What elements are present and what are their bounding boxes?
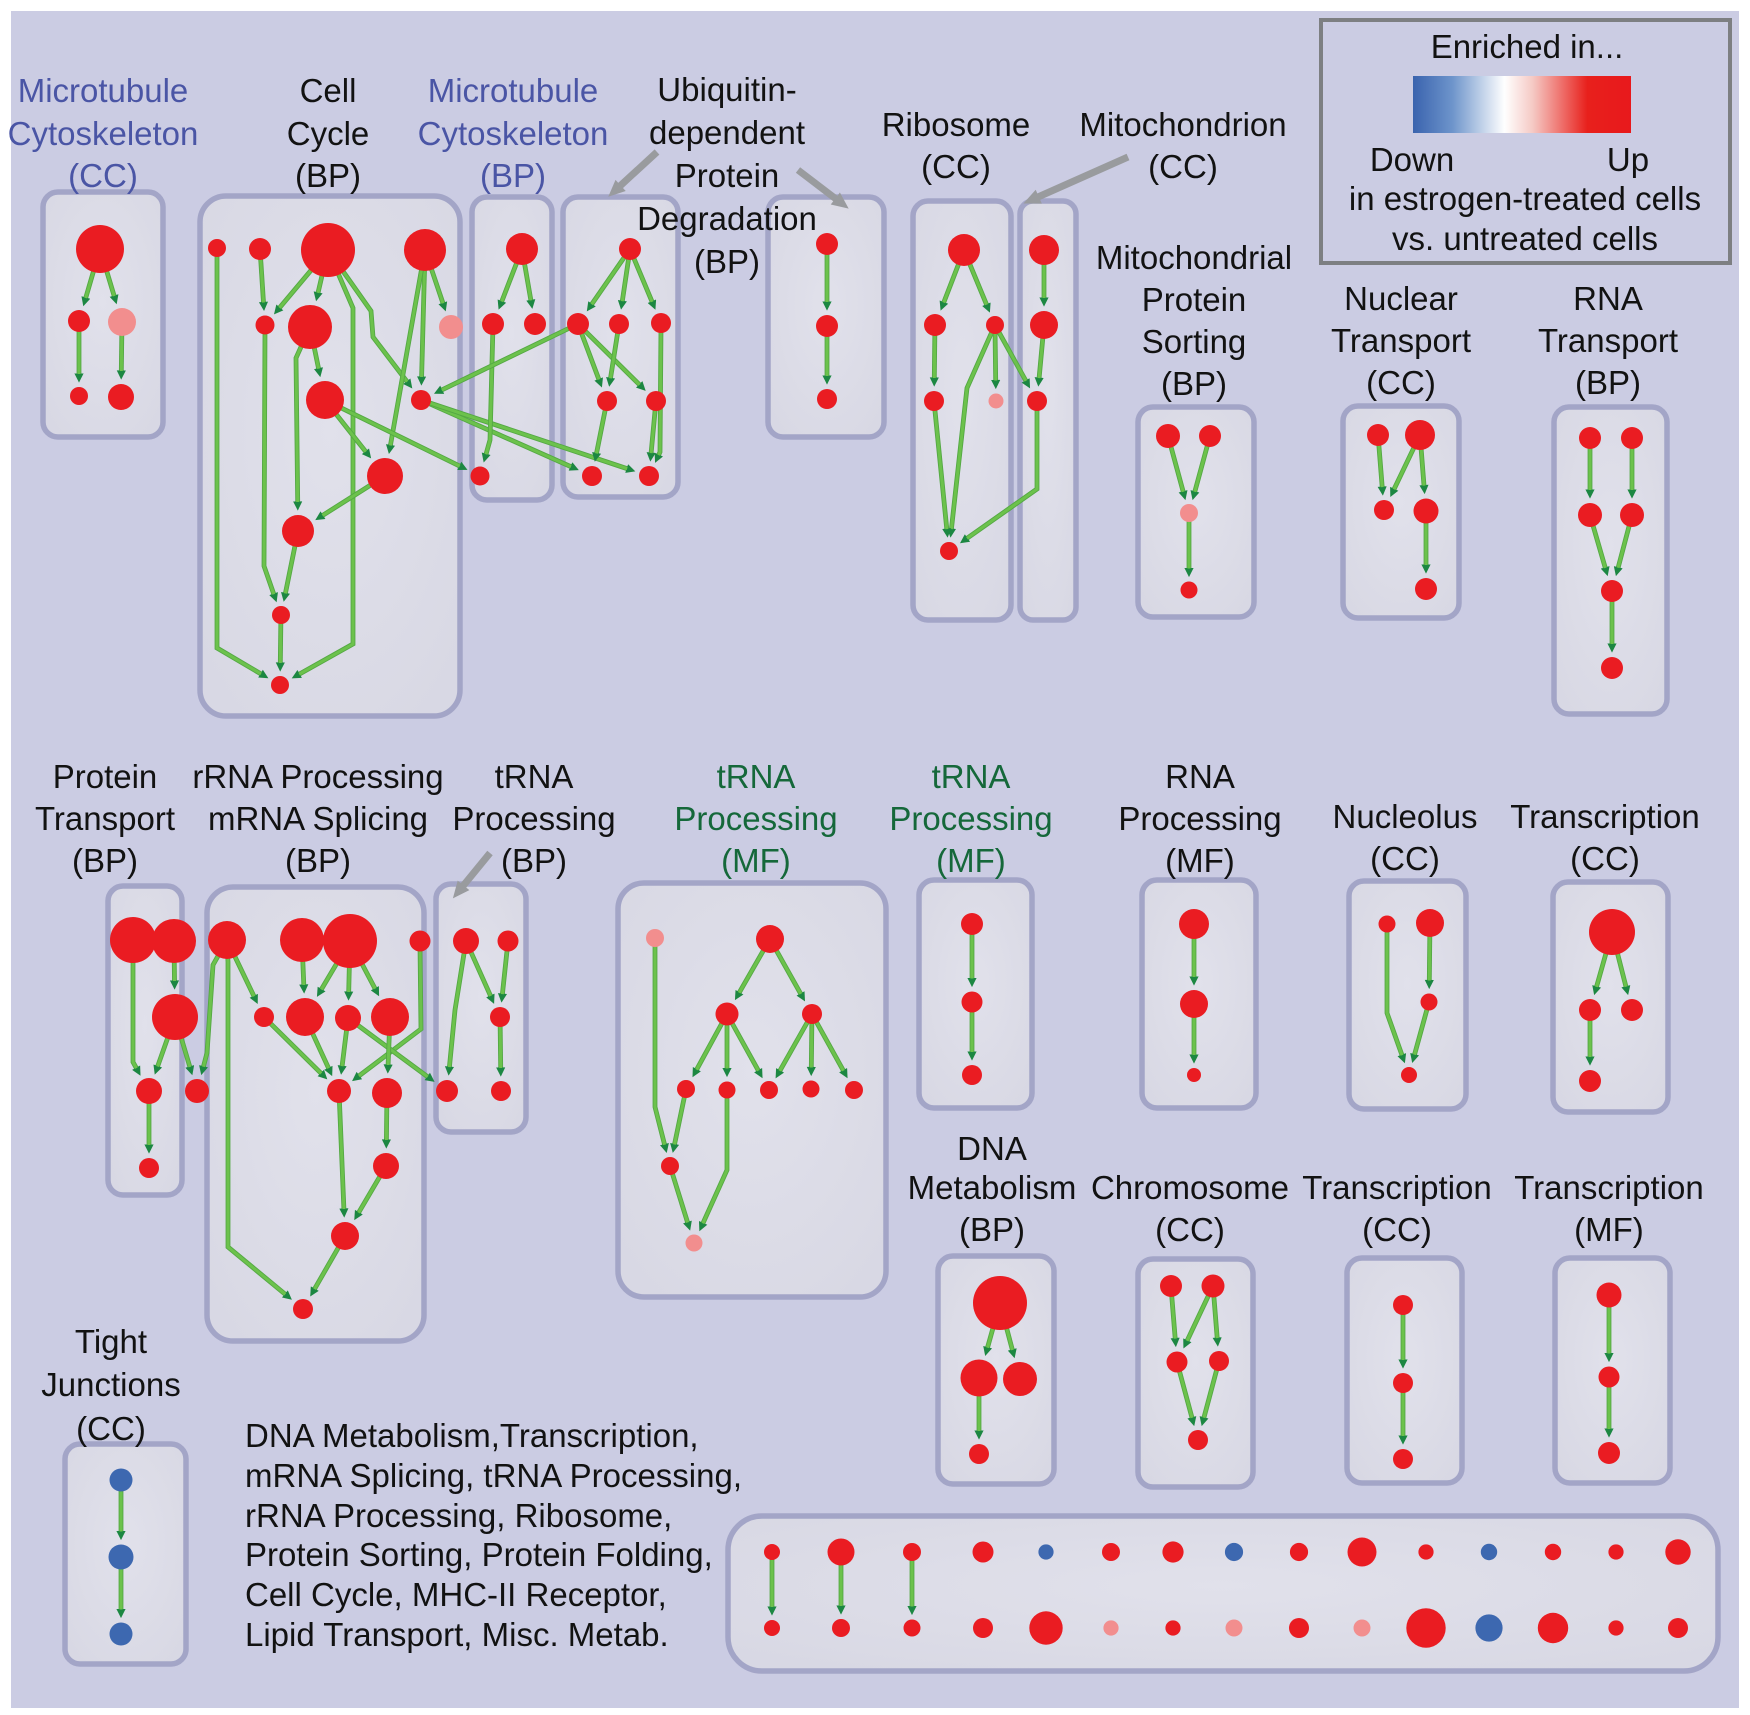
svg-text:Cytoskeleton: Cytoskeleton (418, 115, 609, 152)
svg-text:(MF): (MF) (1574, 1211, 1644, 1248)
svg-text:Cycle: Cycle (287, 115, 370, 152)
svg-text:(BP): (BP) (1575, 364, 1641, 401)
svg-text:Down: Down (1370, 141, 1454, 178)
svg-text:Processing: Processing (674, 800, 837, 837)
svg-text:Enriched in...: Enriched in... (1431, 28, 1624, 65)
svg-text:(CC): (CC) (1362, 1211, 1432, 1248)
svg-text:Processing: Processing (889, 800, 1052, 837)
svg-text:Metabolism: Metabolism (908, 1169, 1077, 1206)
svg-text:Microtubule: Microtubule (18, 72, 189, 109)
svg-text:Protein: Protein (53, 758, 158, 795)
svg-text:(MF): (MF) (1165, 842, 1235, 879)
svg-text:RNA: RNA (1573, 280, 1643, 317)
svg-text:(CC): (CC) (1570, 840, 1640, 877)
svg-text:tRNA: tRNA (932, 758, 1011, 795)
svg-text:(BP): (BP) (72, 842, 138, 879)
svg-text:Lipid Transport, Misc. Metab.: Lipid Transport, Misc. Metab. (245, 1616, 669, 1653)
svg-text:Sorting: Sorting (1142, 323, 1247, 360)
svg-text:tRNA: tRNA (717, 758, 796, 795)
svg-text:Chromosome: Chromosome (1091, 1169, 1289, 1206)
svg-text:Protein: Protein (675, 157, 780, 194)
svg-text:Cell: Cell (300, 72, 357, 109)
svg-text:Ubiquitin-: Ubiquitin- (657, 71, 796, 108)
svg-text:Transport: Transport (35, 800, 175, 837)
svg-text:(CC): (CC) (76, 1410, 146, 1447)
svg-text:(CC): (CC) (1366, 364, 1436, 401)
svg-text:(MF): (MF) (936, 842, 1006, 879)
svg-text:Junctions: Junctions (41, 1366, 180, 1403)
svg-text:Ribosome: Ribosome (882, 106, 1031, 143)
svg-text:dependent: dependent (649, 114, 805, 151)
svg-text:Processing: Processing (452, 800, 615, 837)
svg-text:DNA Metabolism,Transcription,: DNA Metabolism,Transcription, (245, 1417, 699, 1454)
svg-text:Cytoskeleton: Cytoskeleton (8, 115, 199, 152)
svg-text:RNA: RNA (1165, 758, 1235, 795)
svg-text:mRNA Splicing: mRNA Splicing (208, 800, 428, 837)
svg-text:(BP): (BP) (480, 157, 546, 194)
svg-text:(BP): (BP) (694, 243, 760, 280)
svg-text:(BP): (BP) (959, 1211, 1025, 1248)
svg-text:(CC): (CC) (1370, 840, 1440, 877)
svg-text:(MF): (MF) (721, 842, 791, 879)
svg-text:DNA: DNA (957, 1130, 1027, 1167)
svg-text:Cell Cycle, MHC-II Receptor,: Cell Cycle, MHC-II Receptor, (245, 1576, 667, 1613)
svg-text:rRNA Processing: rRNA Processing (192, 758, 443, 795)
svg-text:Transport: Transport (1331, 322, 1471, 359)
svg-text:Tight: Tight (75, 1323, 147, 1360)
svg-text:Processing: Processing (1118, 800, 1281, 837)
svg-text:Nucleolus: Nucleolus (1333, 798, 1478, 835)
svg-text:(BP): (BP) (501, 842, 567, 879)
svg-text:Protein: Protein (1142, 281, 1247, 318)
svg-text:vs. untreated cells: vs. untreated cells (1392, 220, 1658, 257)
svg-text:Mitochondrion: Mitochondrion (1079, 106, 1286, 143)
svg-text:mRNA Splicing, tRNA Processing: mRNA Splicing, tRNA Processing, (245, 1457, 742, 1494)
svg-text:tRNA: tRNA (495, 758, 574, 795)
svg-text:Transcription: Transcription (1510, 798, 1700, 835)
svg-text:in estrogen-treated cells: in estrogen-treated cells (1349, 180, 1701, 217)
svg-text:Mitochondrial: Mitochondrial (1096, 239, 1292, 276)
svg-text:(BP): (BP) (285, 842, 351, 879)
svg-text:(CC): (CC) (1155, 1211, 1225, 1248)
svg-text:(CC): (CC) (68, 157, 138, 194)
svg-text:Transcription: Transcription (1514, 1169, 1704, 1206)
svg-text:Transport: Transport (1538, 322, 1678, 359)
svg-text:Microtubule: Microtubule (428, 72, 599, 109)
svg-text:(BP): (BP) (295, 157, 361, 194)
svg-text:Protein Sorting, Protein Foldi: Protein Sorting, Protein Folding, (245, 1536, 713, 1573)
svg-text:(CC): (CC) (921, 148, 991, 185)
svg-text:Up: Up (1607, 141, 1649, 178)
svg-text:Transcription: Transcription (1302, 1169, 1492, 1206)
svg-text:(CC): (CC) (1148, 148, 1218, 185)
svg-text:Degradation: Degradation (637, 200, 817, 237)
svg-text:Nuclear: Nuclear (1344, 280, 1458, 317)
svg-text:rRNA Processing, Ribosome,: rRNA Processing, Ribosome, (245, 1497, 672, 1534)
svg-text:(BP): (BP) (1161, 365, 1227, 402)
